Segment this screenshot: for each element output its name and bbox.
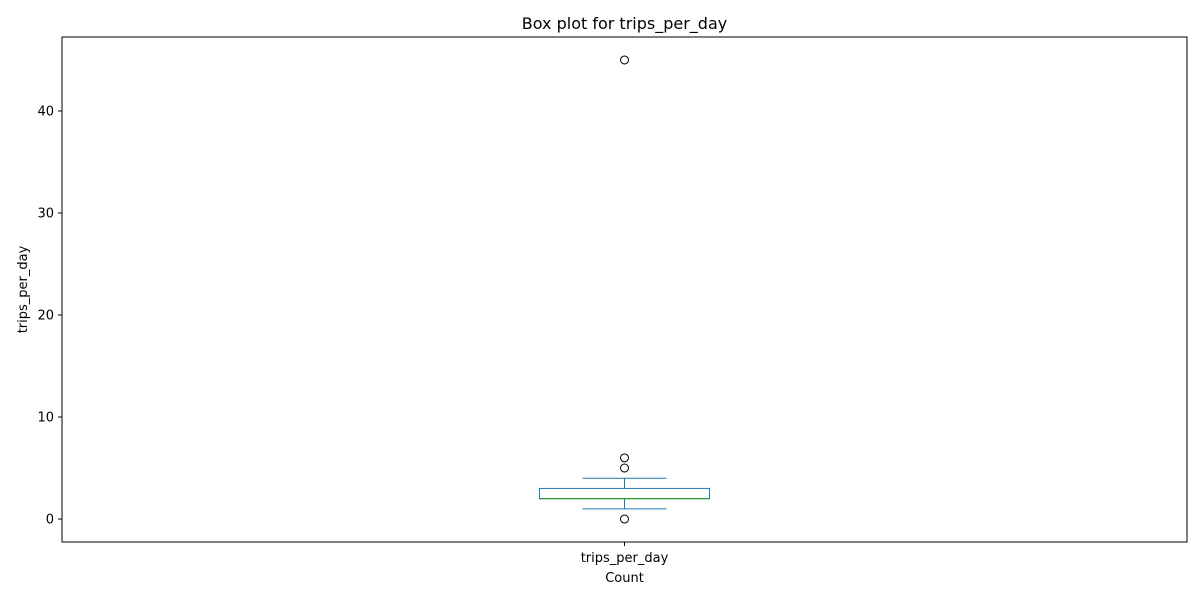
- y-tick-label: 40: [37, 104, 54, 119]
- outlier-point: [620, 514, 629, 524]
- outlier-point: [620, 55, 629, 65]
- y-axis-title: trips_per_day: [16, 245, 31, 333]
- x-axis-title: Count: [605, 571, 644, 586]
- y-tick-label: 20: [37, 309, 54, 324]
- chart-marks: 0 10 20 30 40: [37, 55, 710, 546]
- outlier-point: [620, 463, 629, 473]
- chart-title: Box plot for trips_per_day: [522, 14, 727, 34]
- iqr-box: [539, 487, 710, 500]
- y-tick-label: 30: [37, 206, 54, 221]
- y-tick-label: 10: [37, 411, 54, 426]
- plot-frame: [61, 36, 1188, 543]
- y-tick-label: 0: [46, 513, 54, 528]
- x-tick-label: trips_per_day: [581, 551, 669, 566]
- outlier-point: [620, 453, 629, 463]
